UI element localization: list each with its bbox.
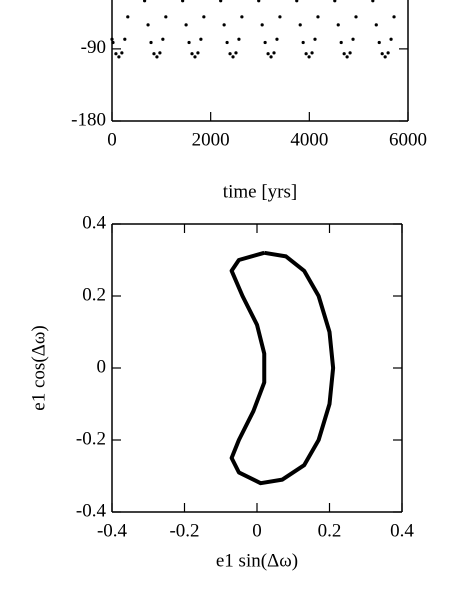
x-tick-label: 0.2	[318, 520, 342, 541]
point	[310, 51, 314, 55]
point	[298, 23, 302, 27]
y-tick-label: 0.4	[82, 212, 106, 233]
point	[275, 37, 279, 41]
point	[219, 0, 223, 3]
point	[181, 0, 185, 3]
point	[184, 23, 188, 27]
point	[304, 52, 308, 56]
point	[278, 15, 282, 19]
point	[351, 37, 355, 41]
point	[269, 55, 273, 59]
point	[240, 15, 244, 19]
point	[193, 55, 197, 59]
point	[316, 15, 320, 19]
point	[348, 51, 352, 55]
point	[161, 37, 165, 41]
point	[126, 15, 130, 19]
y-tick-label: -90	[81, 37, 106, 58]
x-tick-label: 0	[252, 520, 262, 541]
x-axis-label: time [yrs]	[223, 181, 297, 202]
point	[228, 52, 232, 56]
point	[190, 52, 194, 56]
point	[120, 51, 124, 55]
point	[152, 52, 156, 56]
x-tick-label: -0.2	[169, 520, 199, 541]
point	[374, 23, 378, 27]
point	[111, 40, 115, 45]
point	[234, 51, 238, 55]
point	[237, 37, 241, 41]
point	[342, 52, 346, 56]
point	[146, 23, 150, 27]
y-tick-label: 0.2	[82, 284, 106, 305]
point	[199, 37, 203, 41]
point	[266, 52, 270, 56]
y-tick-label: 0	[97, 356, 107, 377]
x-tick-label: 6000	[389, 129, 427, 150]
point	[143, 0, 147, 3]
point	[263, 40, 267, 45]
point	[371, 0, 375, 3]
point	[383, 55, 387, 59]
point	[339, 40, 343, 45]
point	[225, 40, 229, 45]
point	[187, 40, 191, 45]
point	[123, 37, 127, 41]
curve	[229, 250, 336, 486]
point	[354, 15, 358, 19]
y-tick-label: -180	[71, 109, 106, 130]
point	[257, 0, 261, 3]
point	[231, 55, 235, 59]
point	[295, 0, 299, 3]
point	[114, 52, 118, 56]
x-axis-label: e1 sin(Δω)	[216, 550, 298, 571]
point	[272, 51, 276, 55]
point	[158, 51, 162, 55]
point	[377, 40, 381, 45]
x-tick-label: -0.4	[97, 520, 128, 541]
point	[117, 55, 121, 59]
y-tick-label: -0.2	[76, 428, 106, 449]
point	[301, 40, 305, 45]
point	[380, 52, 384, 56]
point	[307, 55, 311, 59]
point	[202, 15, 206, 19]
x-tick-label: 4000	[290, 129, 328, 150]
point	[392, 15, 396, 19]
point	[333, 0, 337, 3]
point	[164, 15, 168, 19]
point	[149, 40, 153, 45]
point	[345, 55, 349, 59]
point	[313, 37, 317, 41]
x-tick-label: 0.4	[390, 520, 414, 541]
point	[110, 37, 114, 41]
point	[155, 55, 159, 59]
x-tick-label: 0	[107, 129, 117, 150]
y-axis-label: e1 cos(Δω)	[28, 325, 49, 410]
point	[336, 23, 340, 27]
x-tick-label: 2000	[192, 129, 230, 150]
point	[389, 37, 393, 41]
point	[386, 51, 390, 55]
point	[196, 51, 200, 55]
point	[222, 23, 226, 27]
point	[260, 23, 264, 27]
y-tick-label: -0.4	[76, 500, 107, 521]
